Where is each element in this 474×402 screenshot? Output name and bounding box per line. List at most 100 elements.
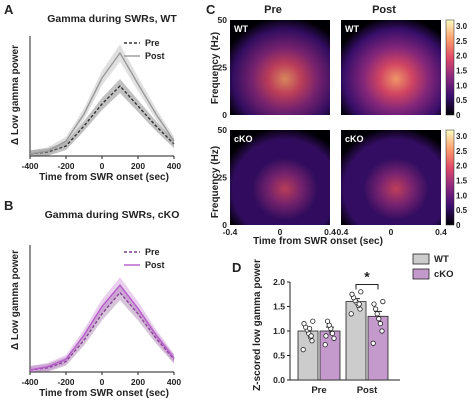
panel-d-data-point — [308, 333, 314, 339]
heatmap-ytick-label: 25 — [218, 63, 228, 73]
colorbar-tick-label: 0 — [456, 221, 461, 230]
heatmap-xtick-label: -0.4 — [334, 227, 349, 237]
panel-b-post-line — [29, 284, 175, 371]
heatmap-row-label: cKO — [234, 134, 253, 144]
panel-d-category-label: Pre — [311, 385, 326, 396]
panel-c-xlabel: Time from SWR onset (sec) — [253, 236, 383, 247]
panel-b-xtick-label: 0 — [100, 377, 105, 387]
heatmap-ytick-label: 50 — [218, 125, 228, 135]
panel-a-post-error-band — [30, 44, 174, 156]
panel-a-xlabel: Time from SWR onset (sec) — [39, 172, 169, 183]
panel-d-data-point — [329, 330, 335, 337]
panel-d-data-point — [371, 301, 377, 307]
heatmap-row-label: WT — [345, 24, 359, 34]
panel-d-ytick-label: 0.5 — [273, 351, 285, 361]
panel-d-ytick-label: 2.0 — [273, 277, 285, 287]
colorbar-tick-label: 1.0 — [456, 191, 468, 200]
panel-c-ylabel-top: Frequency (Hz) — [210, 32, 221, 104]
panel-b-pre-error-band — [30, 285, 174, 372]
panel-d-data-point — [331, 335, 337, 341]
colorbar-tick-label: 2.0 — [456, 162, 468, 171]
panel-c-col-title-post: Post — [372, 4, 396, 16]
panel-a-xtick-label: 400 — [167, 161, 181, 171]
panel-d-data-point — [323, 333, 329, 339]
panel-d-bar-wt — [297, 330, 319, 381]
panel-d-significance-star: * — [364, 268, 370, 284]
panel-b-post-error-band — [30, 277, 174, 372]
heatmap-wt-post — [341, 20, 441, 115]
panel-a-pre-line — [29, 84, 175, 155]
panel-a-ylabel: Δ Low gamma power — [10, 45, 21, 145]
colorbar-tick-label: 1.5 — [456, 66, 468, 75]
panel-d-ytick-label: 0.0 — [273, 375, 285, 385]
panel-d-data-point — [324, 318, 331, 324]
panel-d-data-point — [376, 316, 382, 322]
panel-d-ytick-label: 1.5 — [273, 302, 285, 312]
heatmap-cko-post — [341, 130, 441, 225]
colorbar — [445, 129, 455, 226]
colorbar-tick-label: 3.0 — [456, 22, 468, 31]
panel-d-bar-chart: Z-scored low gamma power 0.0 0.5 1.0 1.5 2.0… — [252, 253, 454, 396]
panel-a-xtick-label: 200 — [131, 161, 145, 171]
colorbar — [445, 19, 455, 116]
heatmap-xtick-label: 0 — [389, 227, 394, 237]
panel-a-pre-error-band — [30, 79, 174, 156]
panel-d-data-point — [380, 298, 386, 305]
panel-d-data-point — [301, 321, 307, 327]
colorbar-tick-label: 3.0 — [456, 132, 468, 141]
heatmap-xtick-label: 0 — [278, 227, 283, 237]
heatmap-ytick-label: 25 — [218, 173, 228, 183]
panel-d-legend-swatch-wt — [412, 253, 430, 265]
panel-b-legend-label-post: Post — [145, 260, 165, 270]
panel-a-line-chart: Gamma during SWRs, WT Δ Low gamma power … — [10, 13, 181, 183]
panel-d-data-point — [322, 342, 328, 348]
panel-d-category-label: Post — [357, 385, 378, 396]
heatmap-xtick-label: -0.4 — [223, 227, 238, 237]
panel-b-xtick-label: 200 — [131, 377, 145, 387]
heatmap-ytick-label: 0 — [222, 110, 227, 120]
panel-d-data-point — [379, 328, 385, 334]
colorbar-tick-label: 1.0 — [456, 81, 468, 90]
panel-d-legend-swatch-cko — [412, 268, 430, 280]
heatmap-row-label: WT — [234, 24, 248, 34]
panel-b-pre-line — [29, 291, 175, 371]
panel-a-xtick-label: -400 — [21, 161, 38, 171]
heatmap-cko-pre — [230, 130, 330, 225]
panel-b-line-chart: Gamma during SWRs, cKO Δ Low gamma power… — [10, 209, 181, 399]
panel-d-data-point — [372, 306, 379, 312]
panel-d-bar-cko — [367, 315, 389, 381]
panel-b-xtick-label: -400 — [21, 377, 38, 387]
heatmap-ytick-label: 0 — [222, 220, 227, 230]
panel-b-legend-label-pre: Pre — [145, 247, 160, 257]
panel-d-ylabel: Z-scored low gamma power — [252, 259, 263, 391]
panel-d-data-point — [370, 340, 376, 346]
colorbar-tick-label: 2.0 — [456, 52, 468, 61]
heatmap-ytick-label: 50 — [218, 15, 228, 25]
panel-d-bar-cko — [319, 330, 341, 381]
panel-letter-c: C — [206, 2, 216, 17]
panel-letter-a: A — [4, 2, 14, 17]
colorbar-tick-label: 0.5 — [456, 96, 468, 105]
panel-b-xtick-label: -200 — [57, 377, 74, 387]
panel-letter-b: B — [4, 198, 13, 213]
colorbar-tick-label: 2.5 — [456, 37, 468, 46]
panel-b-xlabel: Time from SWR onset (sec) — [39, 388, 169, 399]
panel-d-data-point — [300, 347, 306, 353]
panel-d-legend-label-cko: cKO — [434, 269, 454, 280]
panel-a-legend-label-post: Post — [145, 51, 165, 61]
colorbar-tick-label: 2.5 — [456, 147, 468, 156]
panel-d-ytick-label: 1.0 — [273, 326, 285, 336]
panel-d-data-point — [358, 289, 364, 295]
panel-c-col-title-pre: Pre — [264, 4, 282, 16]
panel-d-legend-label-wt: WT — [434, 254, 449, 265]
heatmap-row-label: cKO — [345, 134, 364, 144]
colorbar-tick-label: 0.5 — [456, 206, 468, 215]
panel-b-title: Gamma during SWRs, cKO — [45, 209, 180, 221]
panel-c-ylabel-bottom: Frequency (Hz) — [210, 146, 221, 218]
panel-d-data-point — [356, 301, 362, 307]
panel-a-title: Gamma during SWRs, WT — [47, 13, 177, 25]
heatmap-wt-pre — [230, 20, 330, 115]
heatmap-xtick-label: 0.4 — [324, 227, 336, 237]
panel-letter-d: D — [232, 260, 241, 275]
